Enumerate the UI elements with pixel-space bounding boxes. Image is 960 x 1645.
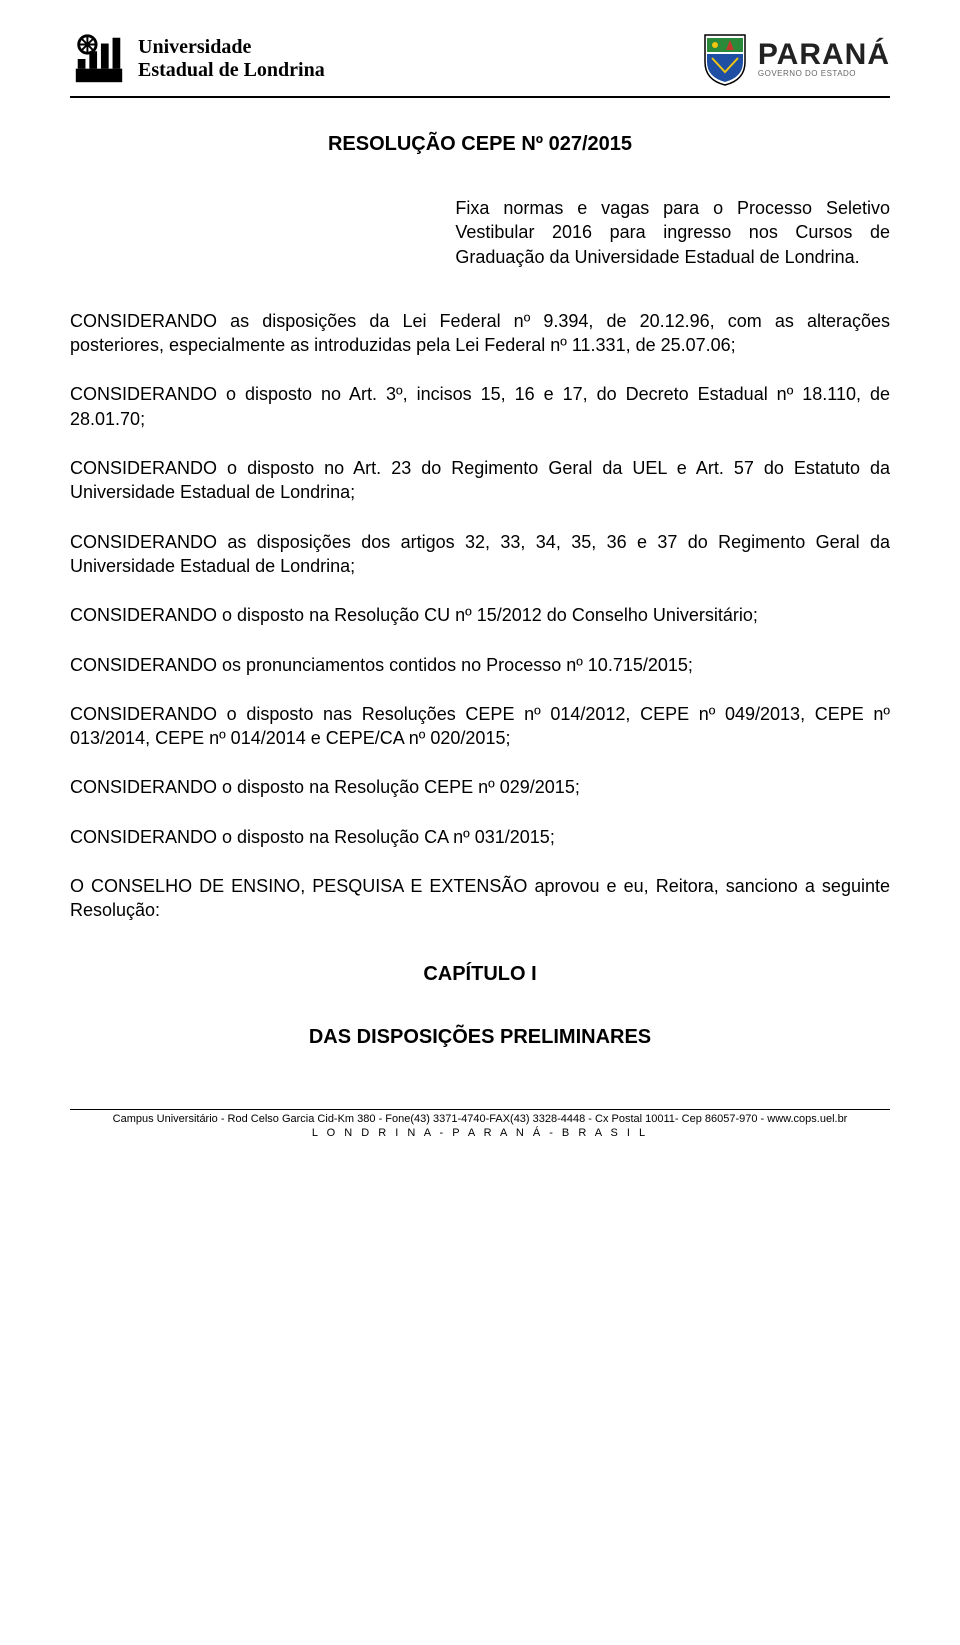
uel-emblem-icon: [70, 30, 128, 88]
document-summary: Fixa normas e vagas para o Processo Sele…: [455, 196, 890, 269]
considerando-7: CONSIDERANDO o disposto nas Resoluções C…: [70, 702, 890, 751]
parana-brand: PARANÁ: [758, 40, 890, 70]
parana-shield-icon: [700, 32, 750, 87]
considerando-2: CONSIDERANDO o disposto no Art. 3º, inci…: [70, 382, 890, 431]
page-footer: Campus Universitário - Rod Celso Garcia …: [70, 1109, 890, 1141]
considerando-9: CONSIDERANDO o disposto na Resolução CA …: [70, 825, 890, 849]
considerando-8: CONSIDERANDO o disposto na Resolução CEP…: [70, 775, 890, 799]
considerando-6: CONSIDERANDO os pronunciamentos contidos…: [70, 653, 890, 677]
uel-name: Universidade Estadual de Londrina: [138, 36, 325, 82]
considerando-1: CONSIDERANDO as disposições da Lei Feder…: [70, 309, 890, 358]
parana-tagline: GOVERNO DO ESTADO: [758, 70, 890, 78]
parana-text: PARANÁ GOVERNO DO ESTADO: [758, 40, 890, 78]
chapter-heading: CAPÍTULO I: [70, 963, 890, 986]
section-heading: DAS DISPOSIÇÕES PRELIMINARES: [70, 1026, 890, 1049]
uel-logo-block: Universidade Estadual de Londrina: [70, 30, 325, 88]
document-title: RESOLUÇÃO CEPE Nº 027/2015: [70, 133, 890, 156]
considerando-5: CONSIDERANDO o disposto na Resolução CU …: [70, 603, 890, 627]
footer-address: Campus Universitário - Rod Celso Garcia …: [70, 1112, 890, 1126]
footer-location: L O N D R I N A - P A R A N Á - B R A S …: [70, 1126, 890, 1140]
page-header: Universidade Estadual de Londrina PARANÁ…: [70, 30, 890, 98]
resolve-clause: O CONSELHO DE ENSINO, PESQUISA E EXTENSÃ…: [70, 874, 890, 923]
uel-name-line1: Universidade: [138, 36, 325, 59]
document-page: Universidade Estadual de Londrina PARANÁ…: [0, 0, 960, 1160]
considerando-3: CONSIDERANDO o disposto no Art. 23 do Re…: [70, 456, 890, 505]
parana-logo-block: PARANÁ GOVERNO DO ESTADO: [700, 32, 890, 87]
considerando-4: CONSIDERANDO as disposições dos artigos …: [70, 530, 890, 579]
uel-name-line2: Estadual de Londrina: [138, 59, 325, 82]
